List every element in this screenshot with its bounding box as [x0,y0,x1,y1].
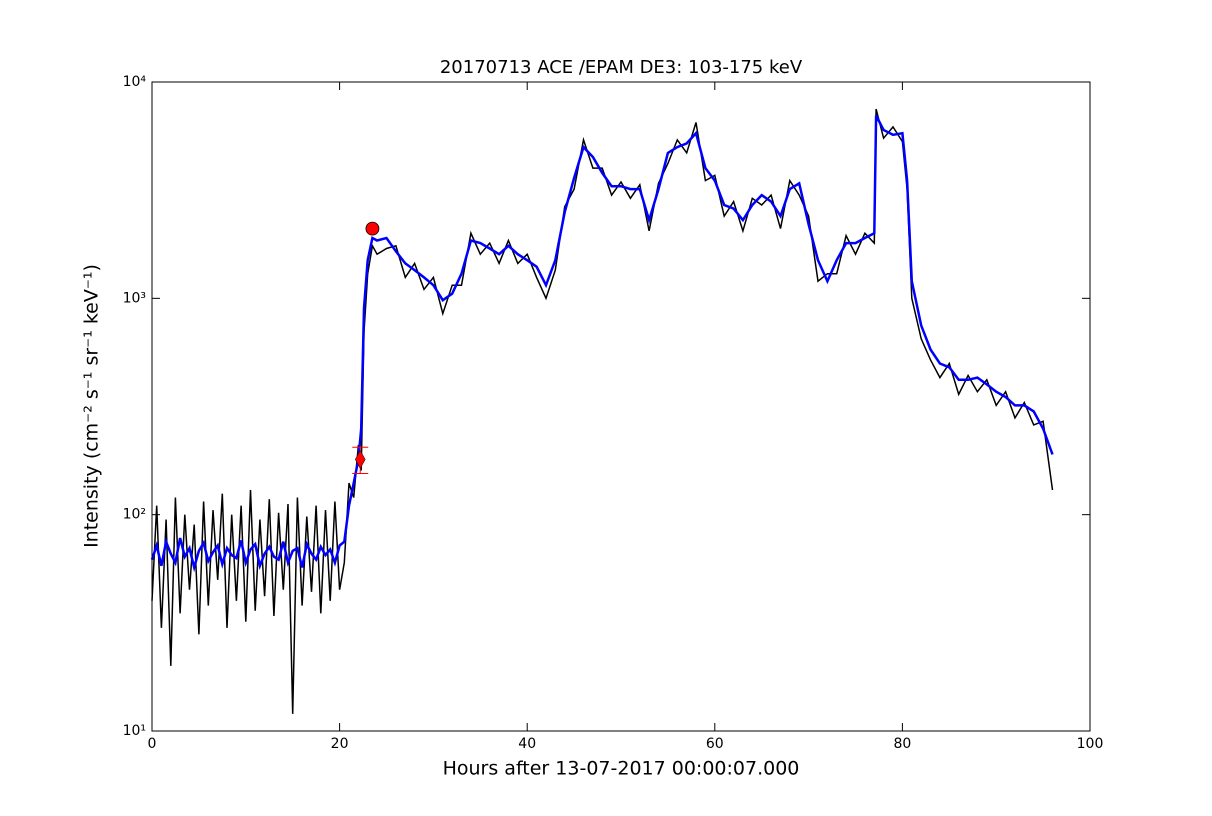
event-marker [365,221,380,236]
x-tick-label: 0 [148,736,157,752]
y-tick-label: 10⁴ [123,74,147,90]
x-axis-label: Hours after 13-07-2017 00:00:07.000 [443,758,800,780]
y-axis-label: Intensity (cm⁻² s⁻¹ sr⁻¹ keV⁻¹) [81,264,103,548]
y-tick-label: 10¹ [123,723,146,739]
y-tick-label: 10³ [123,290,146,306]
x-tick-label: 20 [331,736,349,752]
data-line [150,114,1054,573]
x-tick-label: 100 [1077,736,1104,752]
event-marker [354,449,366,469]
chart-title: 20170713 ACE /EPAM DE3: 103-175 keV [440,57,803,78]
data-line [151,108,1054,714]
x-tick-label: 60 [706,736,724,752]
x-tick-label: 80 [893,736,911,752]
y-tick-label: 10² [123,507,146,523]
x-tick-label: 40 [518,736,536,752]
plot-frame [151,81,1091,732]
